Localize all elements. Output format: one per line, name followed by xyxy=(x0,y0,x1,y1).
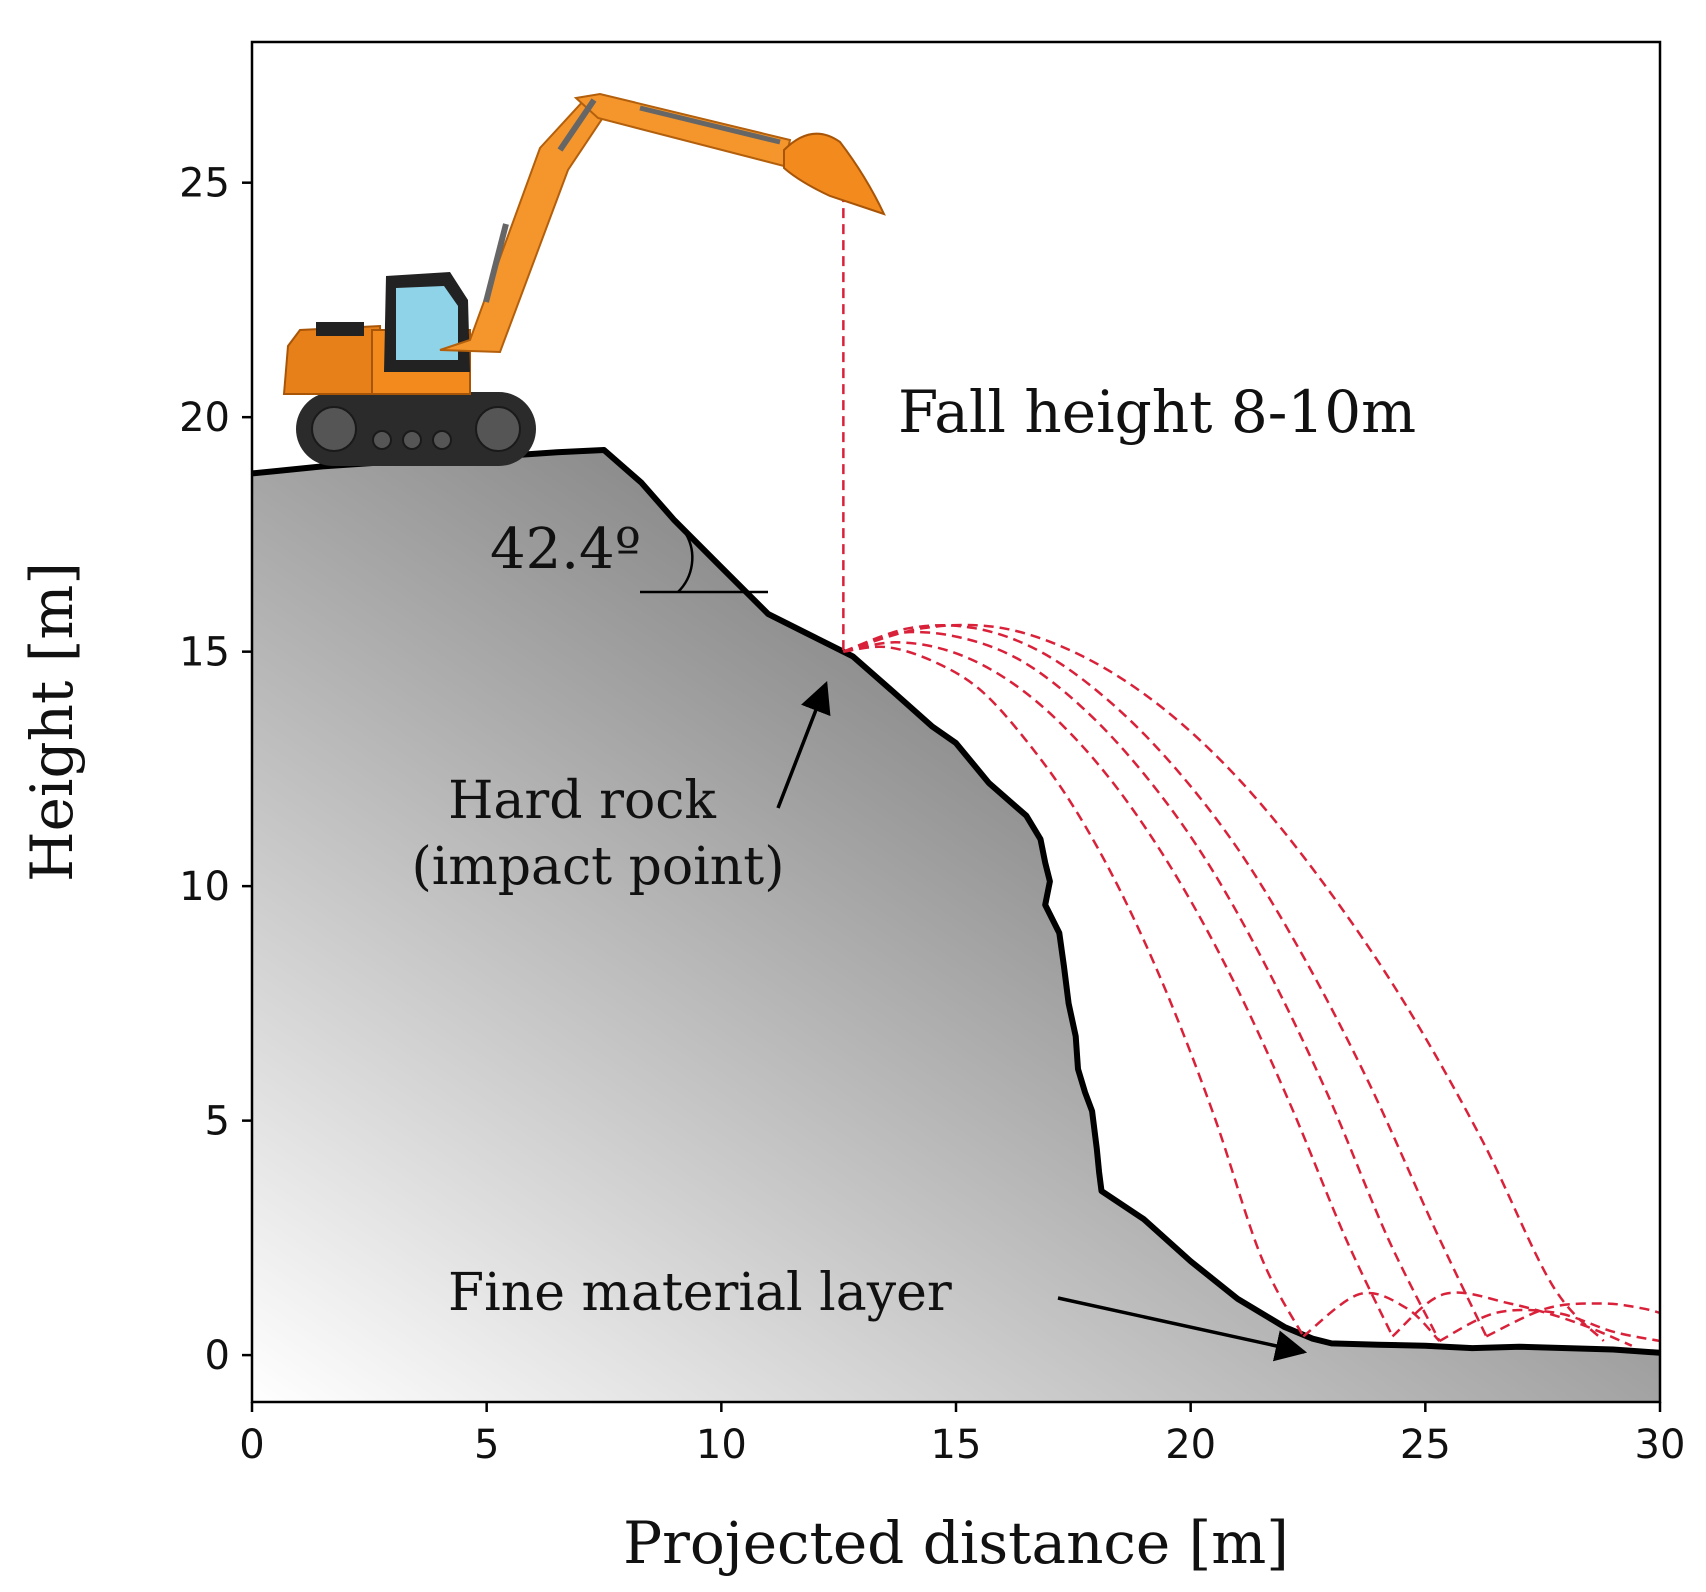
slope-angle-marker xyxy=(640,533,768,594)
excavator-boom-upper xyxy=(573,92,792,168)
y-axis-title: Height [m] xyxy=(18,562,86,882)
y-tick-label: 5 xyxy=(205,1099,230,1145)
x-tick-label: 5 xyxy=(474,1422,499,1468)
hard-rock-label-line2: (impact point) xyxy=(412,837,785,897)
x-tick-label: 0 xyxy=(239,1422,264,1468)
fall-height-label: Fall height 8-10m xyxy=(898,378,1416,446)
trajectory-line xyxy=(842,630,1441,1342)
excavator-hydraulic-1 xyxy=(483,223,509,303)
x-tick-label: 25 xyxy=(1400,1422,1451,1468)
trajectory-line xyxy=(842,624,1488,1337)
trajectory-line xyxy=(1438,1308,1660,1343)
x-tick-label: 20 xyxy=(1165,1422,1216,1468)
excavator-hydraulic-3 xyxy=(639,105,781,145)
x-tick-label: 15 xyxy=(931,1422,982,1468)
track-wheels xyxy=(311,406,521,452)
excavator-bucket xyxy=(783,132,886,216)
y-axis-ticks: 0 5 10 15 20 25 xyxy=(179,161,252,1379)
excavator-engine-vent xyxy=(316,322,364,336)
hard-rock-arrow xyxy=(776,681,831,809)
y-tick-label: 10 xyxy=(179,864,230,910)
x-axis-ticks: 0 5 10 15 20 25 30 xyxy=(239,1402,1685,1468)
trajectory-line xyxy=(843,623,1605,1342)
excavator-cab-glass xyxy=(396,286,458,360)
excavator-track xyxy=(296,392,536,466)
x-tick-label: 30 xyxy=(1635,1422,1686,1468)
x-axis-title: Projected distance [m] xyxy=(623,1509,1289,1577)
y-tick-label: 20 xyxy=(179,395,230,441)
fine-layer-label: Fine material layer xyxy=(448,1263,952,1323)
excavator-hydraulic-2 xyxy=(557,98,597,152)
trajectory-group xyxy=(842,192,1660,1347)
trajectory-line xyxy=(1485,1302,1660,1338)
y-tick-label: 25 xyxy=(179,161,230,207)
y-tick-label: 0 xyxy=(205,1333,230,1379)
excavator-illustration xyxy=(282,92,886,466)
fine-layer-arrow xyxy=(1057,1296,1308,1362)
trajectory-line xyxy=(843,641,1394,1337)
y-tick-label: 15 xyxy=(179,630,230,676)
x-tick-label: 10 xyxy=(696,1422,747,1468)
trajectory-line xyxy=(843,645,1305,1337)
trajectory-line xyxy=(1302,1291,1441,1342)
trajectory-line xyxy=(1391,1291,1633,1347)
slope-profile-line xyxy=(252,447,1660,1356)
rock-mass-fill xyxy=(252,450,1660,1402)
slope-angle-label: 42.4º xyxy=(490,517,641,582)
excavator-counterweight xyxy=(282,324,384,395)
hard-rock-label-line1: Hard rock xyxy=(448,771,716,831)
